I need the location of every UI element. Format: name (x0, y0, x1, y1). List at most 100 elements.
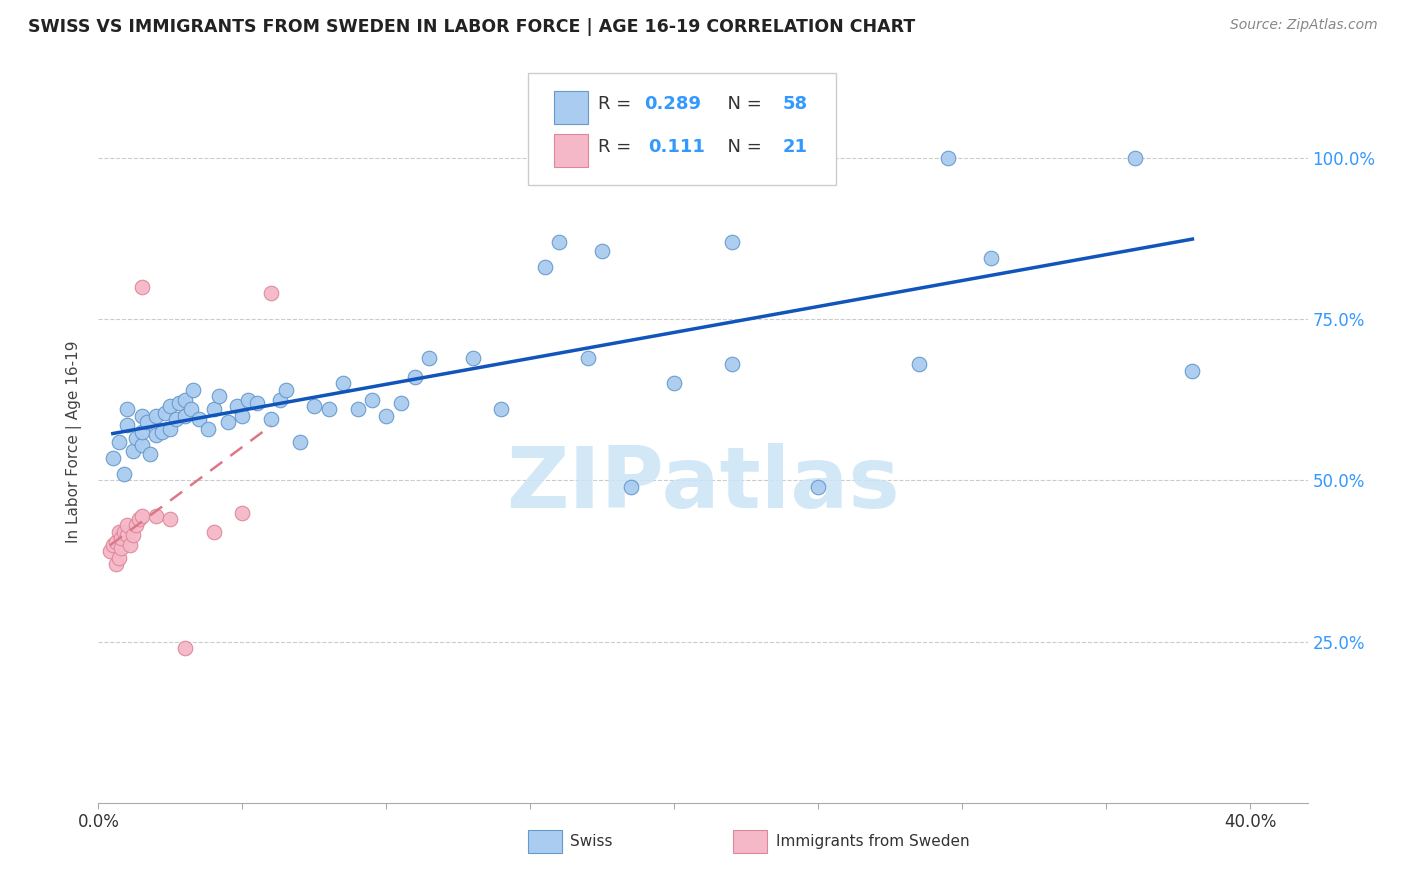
Point (98, 544, 121, 558)
Point (202, 524, 225, 539)
Point (159, 512, 181, 526)
Point (274, 383, 297, 397)
Text: 0.289: 0.289 (644, 95, 700, 112)
Point (173, 640, 195, 655)
Point (246, 396, 269, 410)
Point (153, 405, 176, 419)
Point (120, 538, 142, 552)
Point (936, 151, 959, 165)
Point (225, 399, 247, 413)
Point (231, 506, 253, 520)
Point (167, 396, 190, 410)
Point (692, 151, 714, 165)
Point (115, 402, 138, 417)
Point (112, 524, 135, 539)
Point (260, 412, 283, 426)
Point (145, 428, 167, 442)
Point (150, 425, 173, 439)
Point (548, 235, 571, 249)
Point (122, 528, 145, 542)
Point (183, 383, 205, 397)
Text: R =: R = (598, 138, 643, 156)
Bar (554, 135, 588, 167)
Point (110, 541, 132, 555)
Point (131, 508, 153, 523)
Point (131, 409, 153, 423)
Text: Source: ZipAtlas.com: Source: ZipAtlas.com (1230, 18, 1378, 32)
Point (188, 412, 211, 426)
Point (418, 351, 440, 365)
Point (107, 550, 129, 565)
Point (145, 409, 167, 423)
Point (159, 399, 181, 413)
Text: ZIPatlas: ZIPatlas (506, 443, 900, 526)
Point (375, 409, 398, 423)
Point (404, 370, 426, 384)
Point (1123, 151, 1146, 165)
Bar (554, 91, 588, 124)
Point (128, 512, 150, 526)
Point (908, 357, 931, 371)
Point (208, 389, 231, 403)
Point (533, 260, 555, 275)
Point (389, 396, 412, 410)
Point (346, 402, 368, 417)
Point (115, 518, 138, 533)
Point (145, 508, 167, 523)
Text: SWISS VS IMMIGRANTS FROM SWEDEN IN LABOR FORCE | AGE 16-19 CORRELATION CHART: SWISS VS IMMIGRANTS FROM SWEDEN IN LABOR… (28, 18, 915, 36)
Point (288, 434, 311, 449)
Text: 21: 21 (783, 138, 808, 156)
Point (122, 444, 145, 458)
Text: 0.111: 0.111 (648, 138, 706, 156)
Point (165, 412, 187, 426)
Text: Immigrants from Sweden: Immigrants from Sweden (776, 834, 969, 849)
Point (720, 357, 742, 371)
Point (159, 422, 181, 436)
Text: R =: R = (598, 95, 637, 112)
Point (104, 534, 127, 549)
Point (332, 376, 354, 391)
Point (107, 434, 129, 449)
Point (115, 418, 138, 433)
Point (125, 518, 148, 533)
Text: 58: 58 (783, 95, 808, 112)
Point (139, 447, 162, 461)
Point (260, 286, 283, 301)
Point (1181, 363, 1204, 377)
Point (131, 425, 153, 439)
FancyBboxPatch shape (527, 73, 837, 185)
Point (180, 402, 202, 417)
Point (304, 399, 326, 413)
Point (131, 279, 153, 293)
Point (173, 392, 195, 407)
Point (980, 251, 1002, 265)
Point (620, 480, 643, 494)
Point (461, 351, 484, 365)
Point (125, 431, 148, 445)
Point (131, 438, 153, 452)
Point (807, 480, 830, 494)
Text: N =: N = (716, 138, 768, 156)
Point (720, 235, 742, 249)
Point (491, 402, 513, 417)
Bar (527, 830, 561, 854)
Text: Swiss: Swiss (569, 834, 613, 849)
Point (101, 450, 124, 465)
Point (318, 402, 340, 417)
Point (269, 392, 291, 407)
Point (576, 351, 599, 365)
Point (664, 376, 686, 391)
Point (104, 557, 127, 571)
Point (112, 467, 135, 481)
Point (136, 415, 159, 429)
Point (101, 538, 124, 552)
Y-axis label: In Labor Force | Age 16-19: In Labor Force | Age 16-19 (66, 340, 83, 543)
Point (107, 524, 129, 539)
Point (115, 528, 138, 542)
Point (110, 531, 132, 545)
Point (236, 392, 259, 407)
Point (591, 244, 613, 259)
Bar (734, 830, 768, 854)
Text: N =: N = (716, 95, 768, 112)
Point (361, 392, 384, 407)
